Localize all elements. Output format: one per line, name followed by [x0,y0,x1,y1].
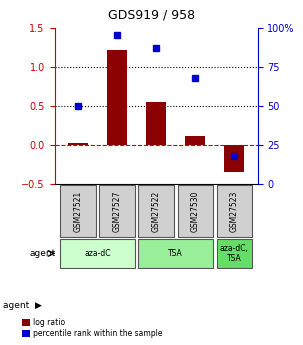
FancyBboxPatch shape [99,185,135,237]
FancyBboxPatch shape [217,185,252,237]
Text: GSM27521: GSM27521 [73,190,82,231]
FancyBboxPatch shape [178,185,213,237]
Bar [107,50,127,145]
Text: aza-dC: aza-dC [84,249,111,258]
Text: agent: agent [29,249,55,258]
FancyBboxPatch shape [138,239,213,267]
FancyBboxPatch shape [138,185,174,237]
FancyBboxPatch shape [60,185,95,237]
Text: TSA: TSA [168,249,183,258]
Bar [185,136,205,145]
Text: GSM27523: GSM27523 [230,190,239,231]
Text: GSM27522: GSM27522 [152,190,161,231]
Bar [68,144,88,145]
FancyBboxPatch shape [217,239,252,267]
Text: GSM27527: GSM27527 [112,190,122,231]
Text: aza-dC,
TSA: aza-dC, TSA [220,244,248,263]
Legend: log ratio, percentile rank within the sample: log ratio, percentile rank within the sa… [19,315,165,341]
Text: GSM27530: GSM27530 [191,190,200,232]
Text: agent  ▶: agent ▶ [3,301,42,310]
Text: GDS919 / 958: GDS919 / 958 [108,9,195,22]
Bar [224,145,244,172]
Bar [146,102,166,145]
FancyBboxPatch shape [60,239,135,267]
